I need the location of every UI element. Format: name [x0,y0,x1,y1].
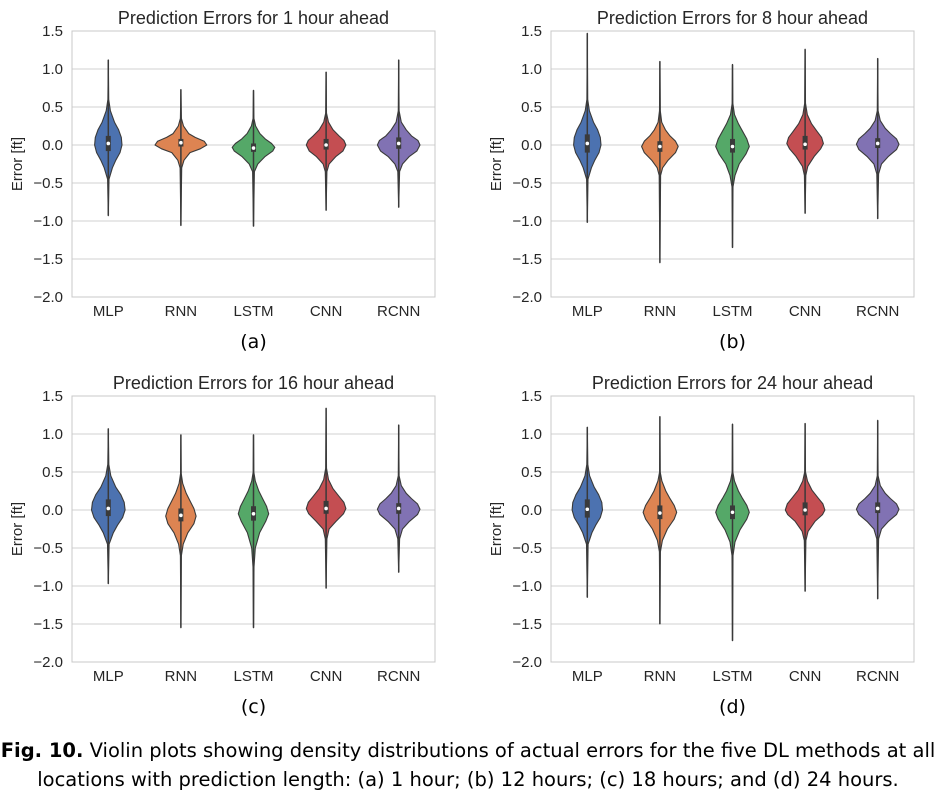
violin-median-mlp [106,506,111,511]
x-tick-label: RNN [165,668,198,685]
violin-panel-2: 1.5 1.0 0.5 0.0 −0.5 −1.0 −1.5 −2.0 Prediction E… [488,8,915,353]
y-tick-label: 0.0 [42,137,63,154]
x-tick-label: CNN [789,668,822,685]
violin-median-lstm [730,510,735,515]
panel-title: Prediction Errors for 16 hour ahead [113,373,394,393]
y-tick-label: 1.5 [521,388,542,405]
y-tick-label: 1.5 [521,23,542,40]
figure-caption: Fig. 10. Violin plots showing density di… [0,736,936,794]
y-tick-label: −2.0 [512,289,542,306]
panel-label: (c) [241,696,266,718]
y-tick-label: 1.0 [42,61,63,78]
violin-panel-4: 1.5 1.0 0.5 0.0 −0.5 −1.0 −1.5 −2.0 Prediction E… [488,373,915,718]
figure-canvas: 1.5 1.0 0.5 0.0 −0.5 −1.0 −1.5 −2.0 Prediction E… [9,8,915,718]
violin-median-rcnn [875,141,880,146]
violin-panel-3: 1.5 1.0 0.5 0.0 −0.5 −1.0 −1.5 −2.0 Prediction E… [9,373,436,718]
x-tick-label: MLP [93,668,124,685]
caption-text: Violin plots showing density distributio… [37,739,936,791]
y-tick-label: 0.5 [521,464,542,481]
x-tick-label: MLP [572,668,603,685]
y-tick-label: 0.0 [521,137,542,154]
y-tick-label: 1.0 [521,61,542,78]
y-tick-label: −0.5 [33,175,63,192]
caption-label: Fig. 10. [0,739,84,762]
x-tick-label: RCNN [377,668,420,685]
y-tick-label: 0.5 [42,464,63,481]
violin-median-cnn [324,506,328,511]
x-tick-label: RNN [644,668,677,685]
violin-median-cnn [324,143,328,147]
x-tick-label: MLP [93,303,124,320]
y-tick-label: 0.0 [42,502,63,519]
violin-median-cnn [803,508,807,512]
plot-frame [71,30,436,298]
y-tick-label: 1.5 [42,388,63,405]
violin-median-cnn [803,142,807,147]
y-tick-label: −1.5 [512,616,542,633]
violin-median-mlp [106,141,111,146]
y-tick-label: 1.5 [42,23,63,40]
y-tick-label: −1.5 [33,251,63,268]
y-tick-label: −0.5 [512,540,542,557]
y-tick-label: 1.0 [42,426,63,443]
x-tick-label: CNN [789,303,822,320]
y-tick-label: −2.0 [33,289,63,306]
y-tick-label: −2.0 [512,654,542,671]
y-tick-label: −1.0 [512,213,542,230]
x-tick-label: RCNN [856,668,899,685]
x-tick-label: RNN [165,303,198,320]
x-tick-label: LSTM [712,668,752,685]
panel-title: Prediction Errors for 24 hour ahead [592,373,873,393]
y-tick-label: −1.0 [512,578,542,595]
x-tick-label: LSTM [233,668,273,685]
plot-frame [550,395,915,663]
violin-median-rcnn [875,506,880,511]
y-tick-label: −1.0 [33,578,63,595]
violin-median-rnn [179,140,183,145]
violin-median-rnn [658,511,662,515]
x-tick-label: LSTM [712,303,752,320]
violin-median-rcnn [396,506,401,511]
plot-frame [550,30,915,298]
y-tick-label: −1.5 [33,616,63,633]
y-tick-label: −0.5 [33,540,63,557]
y-tick-label: −1.0 [33,213,63,230]
violin-median-lstm [251,146,256,150]
violin-median-mlp [585,507,590,512]
y-tick-label: 0.5 [521,99,542,116]
panel-label: (b) [719,331,746,353]
violin-median-rnn [658,144,662,149]
panel-title: Prediction Errors for 1 hour ahead [118,8,389,28]
violin-median-lstm [730,144,735,149]
x-tick-label: CNN [310,303,343,320]
x-tick-label: RNN [644,303,677,320]
y-axis-label: Error [ft] [488,137,505,191]
x-tick-label: CNN [310,668,343,685]
x-tick-label: RCNN [377,303,420,320]
y-tick-label: 0.5 [42,99,63,116]
y-axis-label: Error [ft] [9,502,26,556]
y-tick-label: 1.0 [521,426,542,443]
y-tick-label: −2.0 [33,654,63,671]
y-tick-label: 0.0 [521,502,542,519]
violin-median-lstm [251,512,256,516]
panel-label: (d) [719,696,746,718]
y-tick-label: −1.5 [512,251,542,268]
y-axis-label: Error [ft] [9,137,26,191]
panel-title: Prediction Errors for 8 hour ahead [597,8,868,28]
violin-median-mlp [585,141,590,146]
violin-panel-1: 1.5 1.0 0.5 0.0 −0.5 −1.0 −1.5 −2.0 Prediction E… [9,8,436,353]
y-tick-label: −0.5 [512,175,542,192]
panel-label: (a) [240,331,266,353]
plot-frame [71,395,436,663]
x-tick-label: RCNN [856,303,899,320]
y-axis-label: Error [ft] [488,502,505,556]
x-tick-label: LSTM [233,303,273,320]
violin-median-rcnn [396,141,401,146]
violin-median-rnn [179,513,183,518]
x-tick-label: MLP [572,303,603,320]
